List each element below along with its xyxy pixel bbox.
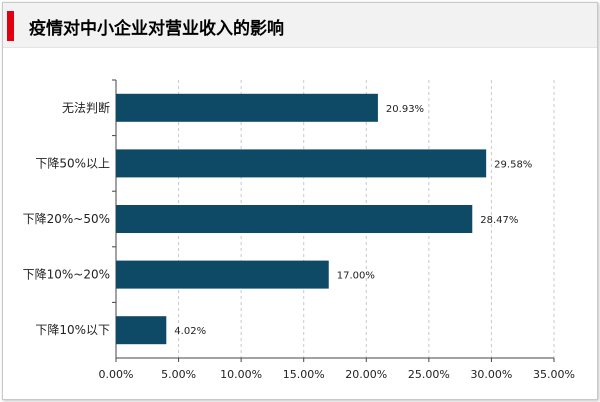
x-tick-label: 15.00% [283,368,325,381]
data-label: 29.58% [494,159,532,170]
category-label: 下降20%~50% [23,212,110,226]
x-tick-label: 35.00% [533,368,575,381]
category-label: 无法判断 [62,100,110,115]
data-label: 20.93% [386,104,424,115]
data-label: 28.47% [480,215,518,226]
x-tick-label: 0.00% [99,368,134,381]
x-tick-label: 30.00% [470,368,512,381]
bars [116,93,487,345]
x-tick-label: 20.00% [345,368,387,381]
x-tick-label: 25.00% [408,368,450,381]
x-tick-label: 10.00% [220,368,262,381]
category-label: 下降10%~20% [23,268,110,282]
category-label: 下降50%以上 [35,156,110,170]
bar [116,93,378,122]
category-label: 下降10%以下 [35,323,110,337]
labels: 0.00% 5.00% 10.00% 15.00% 20.00% 25.00% 30.00%… [23,100,575,381]
header-bar: 疫情对中小企业对营业收入的影响 [3,3,597,48]
data-label: 17.00% [337,271,375,282]
title-accent-bar [7,11,14,41]
bar [116,316,167,345]
x-tick-label: 5.00% [161,368,196,381]
bar [116,205,473,233]
bar [116,260,329,289]
chart-title: 疫情对中小企业对营业收入的影响 [29,19,284,39]
data-label: 4.02% [174,326,206,337]
bar [116,149,487,178]
